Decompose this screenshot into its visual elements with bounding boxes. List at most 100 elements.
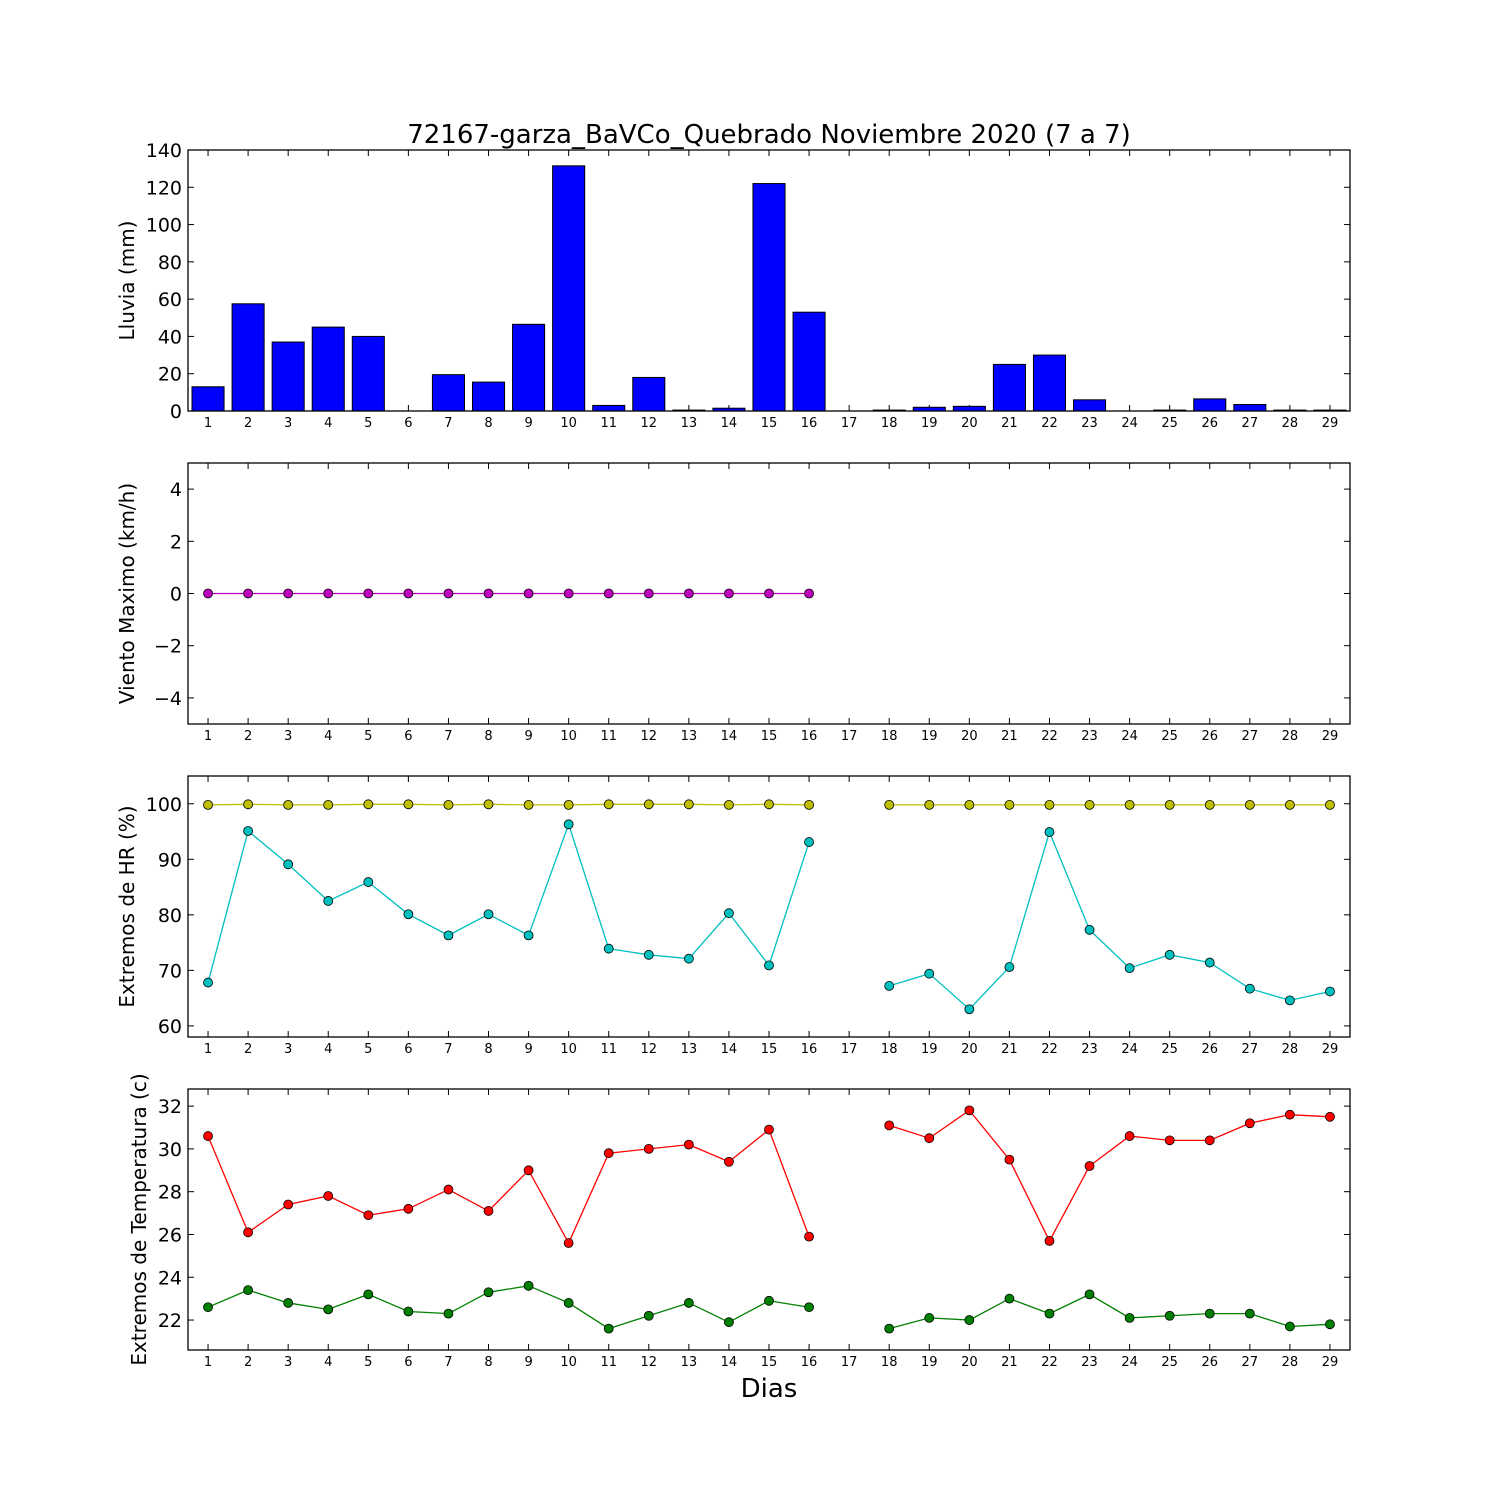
x-tick-label: 17 — [841, 1042, 858, 1057]
x-tick-label: 20 — [961, 1042, 978, 1057]
data-point — [1244, 1118, 1255, 1129]
data-point — [1204, 1308, 1215, 1319]
data-point — [1084, 924, 1095, 935]
x-tick-label: 4 — [324, 416, 332, 431]
x-tick-label: 28 — [1282, 729, 1299, 744]
y-tick-label: 60 — [158, 289, 182, 311]
series-line — [889, 1109, 1331, 1243]
y-tick-label: 80 — [158, 252, 182, 274]
x-tick-label: 8 — [484, 1042, 492, 1057]
y-tick-label: 100 — [146, 794, 182, 816]
x-tick-label: 22 — [1041, 729, 1058, 744]
y-tick-label: 28 — [158, 1182, 182, 1204]
x-tick-label: 2 — [244, 1042, 252, 1057]
data-point — [1124, 799, 1135, 810]
data-point — [964, 1105, 975, 1116]
x-tick-label: 11 — [600, 1355, 617, 1370]
data-point — [643, 949, 654, 960]
x-tick-label: 7 — [444, 1042, 452, 1057]
data-point — [203, 977, 213, 988]
x-tick-label: 10 — [560, 729, 577, 744]
y-tick-label: 0 — [170, 584, 182, 606]
data-point — [804, 837, 814, 847]
data-point — [1044, 1235, 1055, 1246]
data-point — [643, 799, 654, 810]
y-tick-label: 22 — [158, 1310, 182, 1332]
data-point — [523, 1165, 534, 1176]
y-tick-label: 60 — [158, 1016, 182, 1038]
data-point — [643, 1310, 654, 1321]
data-point — [1044, 799, 1055, 810]
data-point — [203, 588, 213, 599]
data-point — [1044, 1308, 1055, 1319]
x-tick-label: 25 — [1161, 1355, 1178, 1370]
x-tick-label: 21 — [1001, 1355, 1018, 1370]
x-tick-label: 14 — [721, 416, 738, 431]
chart-title: 72167-garza_BaVCo_Quebrado Noviembre 202… — [407, 120, 1131, 150]
x-tick-label: 16 — [801, 729, 818, 744]
data-point — [243, 1227, 254, 1238]
data-point — [603, 1323, 614, 1334]
y-tick-label: 70 — [158, 960, 182, 982]
bar — [1233, 403, 1267, 412]
y-axis-label: Lluvia (mm) — [115, 221, 139, 341]
x-tick-label: 27 — [1242, 1042, 1259, 1057]
data-point — [283, 588, 294, 599]
x-tick-label: 15 — [761, 729, 778, 744]
x-tick-label: 24 — [1121, 416, 1138, 431]
bar — [632, 376, 666, 412]
x-tick-label: 11 — [600, 1042, 617, 1057]
x-tick-label: 17 — [841, 416, 858, 431]
data-point — [323, 588, 334, 599]
data-point — [724, 1156, 734, 1167]
data-point — [1164, 1310, 1175, 1321]
data-point — [964, 1315, 975, 1325]
x-tick-label: 23 — [1081, 729, 1098, 744]
data-point — [243, 826, 254, 836]
x-tick-label: 21 — [1001, 416, 1018, 431]
x-tick-label: 4 — [324, 1042, 332, 1057]
y-axis-label: Extremos de Temperatura (c) — [127, 1073, 151, 1365]
data-point — [563, 799, 574, 810]
y-tick-label: 4 — [170, 479, 182, 501]
data-point — [443, 1308, 454, 1319]
data-point — [884, 981, 895, 991]
data-point — [203, 799, 213, 810]
x-tick-label: 9 — [524, 1042, 532, 1057]
data-point — [884, 1120, 895, 1131]
x-tick-label: 13 — [681, 416, 698, 431]
data-point — [804, 1231, 814, 1242]
x-tick-label: 6 — [404, 416, 412, 431]
data-point — [724, 908, 734, 919]
x-tick-label: 27 — [1242, 729, 1259, 744]
x-axis-label: Dias — [741, 1374, 798, 1404]
x-tick-label: 18 — [881, 729, 898, 744]
y-tick-label: 140 — [146, 140, 182, 162]
bar — [592, 404, 626, 412]
x-tick-label: 2 — [244, 729, 252, 744]
series-line — [207, 1285, 810, 1330]
x-tick-label: 14 — [721, 1042, 738, 1057]
data-point — [243, 799, 254, 810]
data-point — [563, 1238, 574, 1248]
x-tick-label: 26 — [1201, 1042, 1218, 1057]
data-point — [1244, 1308, 1255, 1319]
x-tick-label: 13 — [681, 1355, 698, 1370]
x-tick-label: 28 — [1282, 1042, 1299, 1057]
x-tick-label: 10 — [560, 1042, 577, 1057]
x-tick-label: 26 — [1201, 729, 1218, 744]
y-tick-label: 90 — [158, 849, 182, 871]
x-tick-label: 11 — [600, 416, 617, 431]
data-point — [683, 953, 694, 964]
x-tick-label: 18 — [881, 1042, 898, 1057]
axes-frame — [187, 775, 1351, 1038]
x-tick-label: 10 — [560, 416, 577, 431]
data-point — [323, 1191, 334, 1201]
x-tick-label: 21 — [1001, 1042, 1018, 1057]
x-tick-label: 13 — [681, 1042, 698, 1057]
data-point — [563, 588, 574, 599]
data-point — [283, 1199, 294, 1210]
y-tick-label: 2 — [170, 531, 182, 553]
x-tick-label: 24 — [1121, 1355, 1138, 1370]
